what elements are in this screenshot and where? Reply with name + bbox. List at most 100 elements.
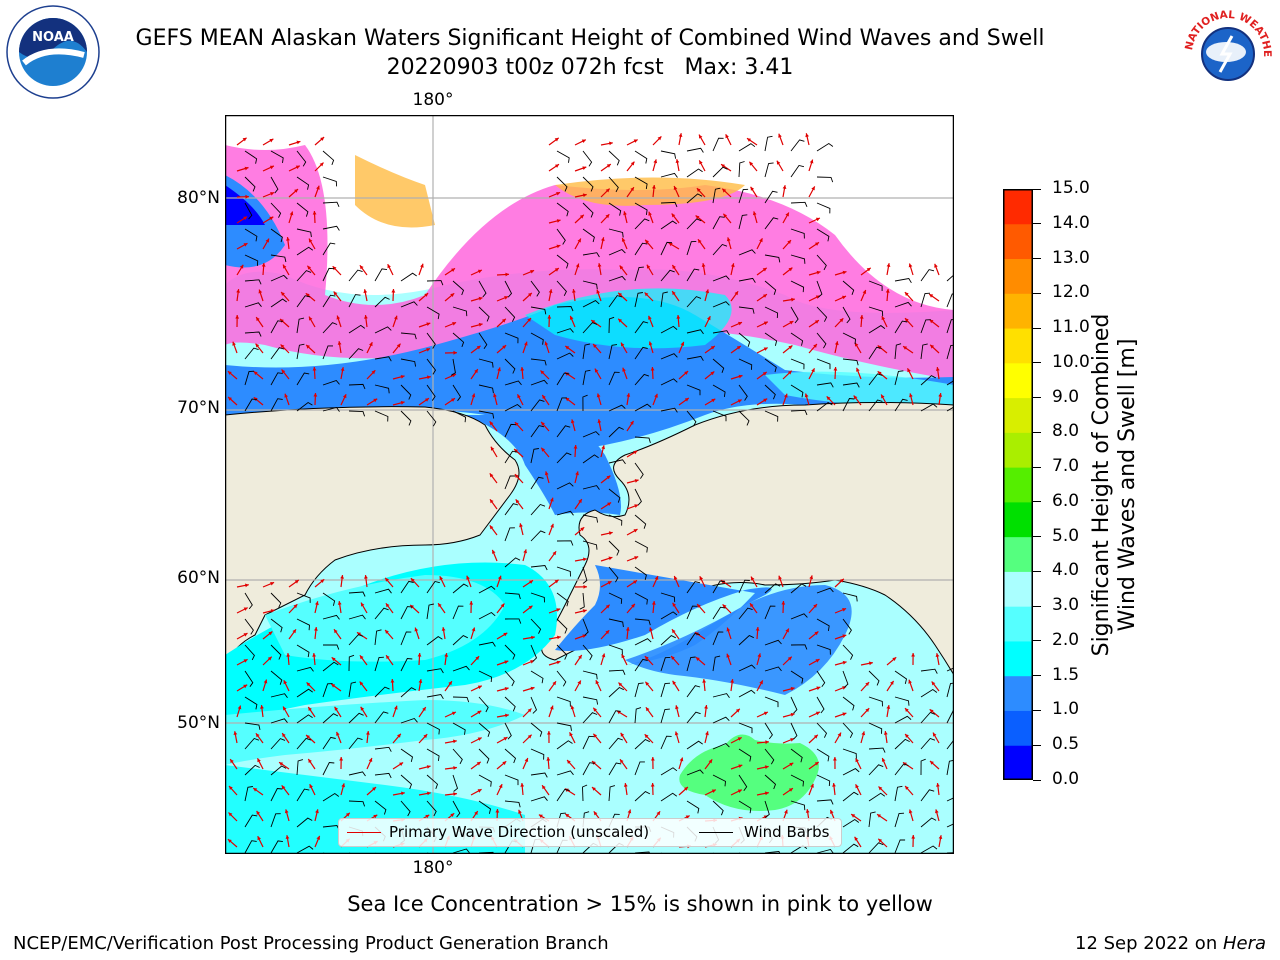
- wave-direction-arrowhead: [515, 499, 520, 504]
- wave-direction-arrowhead: [577, 680, 581, 685]
- sea-ice-edge-band: [225, 145, 954, 380]
- wind-barb: [816, 382, 834, 388]
- wave-direction-arrowhead: [530, 686, 535, 691]
- wave-direction-arrowhead: [781, 601, 786, 605]
- wave-direction-arrowhead: [648, 211, 652, 216]
- wind-barb: [608, 488, 621, 503]
- wind-barb: [660, 792, 678, 802]
- wind-barb: [348, 383, 366, 390]
- lon-label-top: 180°: [412, 90, 454, 110]
- wind-barb: [322, 225, 340, 231]
- wave-direction-arrowhead: [736, 346, 741, 350]
- wave-direction-arrowhead: [284, 809, 289, 814]
- wave-direction-arrowhead: [911, 835, 916, 839]
- wave-direction-arrowhead: [618, 318, 623, 323]
- wave-direction-arrowhead: [680, 341, 685, 346]
- wind-barb: [348, 681, 357, 698]
- wind-barb: [556, 254, 569, 269]
- wave-direction-arrowhead: [750, 603, 754, 608]
- wave-direction-arrowhead: [504, 660, 509, 664]
- wind-barb: [322, 792, 340, 802]
- colorbar-tick-label: 4.0: [1052, 560, 1080, 581]
- wind-barb: [764, 254, 781, 263]
- wind-barb: [842, 398, 855, 412]
- wind-barb: [582, 176, 594, 192]
- wind-barb: [712, 716, 730, 724]
- wind-barb: [530, 618, 542, 634]
- wind-barb: [660, 353, 678, 360]
- wind-barb: [400, 606, 413, 620]
- wind-barb: [296, 788, 310, 802]
- wind-barb: [634, 618, 651, 626]
- wave-direction-arrowhead: [726, 237, 731, 242]
- wave-direction-arrowhead: [243, 684, 248, 689]
- wave-direction-arrowhead: [424, 293, 429, 297]
- wind-barb: [400, 717, 418, 724]
- noaa-logo-text: NOAA: [32, 30, 74, 45]
- wave-direction-arrowhead: [289, 211, 294, 216]
- wave-direction-arrowhead: [476, 345, 481, 350]
- wave-direction-arrowhead: [668, 242, 673, 247]
- wave-direction-arrowhead: [316, 185, 320, 190]
- wind-barb: [374, 356, 392, 362]
- colorbar-tick-label: 9.0: [1052, 386, 1080, 407]
- wind-barb: [374, 711, 389, 724]
- wind-barb: [738, 748, 752, 762]
- wave-direction-arrowhead: [544, 341, 549, 346]
- wave-direction-arrowhead: [621, 654, 625, 659]
- wind-barb: [582, 252, 600, 258]
- wind-barb: [244, 176, 256, 192]
- wind-barbs-legend-label: Wind Barbs: [744, 823, 830, 841]
- wind-barb: [712, 655, 721, 672]
- wave-direction-arrowhead: [725, 134, 729, 139]
- wind-barb: [504, 748, 517, 764]
- wave-direction-arrowhead: [581, 139, 586, 143]
- wave-direction-arrowhead: [552, 551, 557, 556]
- wind-barb: [738, 579, 750, 594]
- wind-barb: [556, 770, 574, 776]
- wind-barb: [920, 817, 937, 828]
- wind-barb: [816, 848, 834, 854]
- wave-direction-arrowhead: [605, 604, 610, 609]
- wind-barb: [608, 176, 619, 193]
- wave-direction-arrowhead: [654, 393, 658, 398]
- wave-direction-arrowhead: [438, 603, 442, 608]
- wave-direction-arrowhead: [292, 629, 296, 634]
- wave-direction-arrowhead: [337, 341, 342, 345]
- wind-barb: [816, 280, 823, 298]
- wind-barb: [322, 661, 339, 672]
- wind-barb: [270, 813, 281, 828]
- wind-barb: [270, 228, 283, 243]
- colorbar-tick-label: 2.0: [1052, 629, 1080, 650]
- wind-barb: [634, 242, 648, 256]
- wave-direction-arrowhead: [722, 188, 727, 193]
- wave-direction-arrowhead: [283, 264, 287, 269]
- wind-barb: [582, 300, 600, 308]
- wave-direction-arrowhead: [315, 809, 319, 814]
- wave-direction-arrowhead: [293, 604, 298, 609]
- wave-direction-arrowhead: [634, 504, 639, 508]
- wave-direction-arrowhead: [237, 705, 242, 710]
- wind-barb: [634, 638, 652, 646]
- wave-direction-arrowhead: [837, 732, 841, 737]
- wind-barb: [322, 294, 336, 308]
- wave-direction-arrowhead: [332, 266, 337, 271]
- wave-direction-arrowhead: [605, 630, 610, 635]
- wave-direction-arrowhead: [814, 762, 819, 766]
- wave-direction-arrowhead: [697, 604, 701, 608]
- wind-barb: [504, 280, 513, 298]
- wave-direction-arrowhead: [778, 575, 782, 580]
- wave-direction-arrowhead: [737, 789, 742, 793]
- wind-barb: [608, 426, 624, 438]
- wind-barb: [296, 150, 307, 167]
- wave-direction-arrowhead: [671, 656, 675, 660]
- wave-direction-legend-line: [347, 832, 381, 833]
- wave-direction-arrowhead: [784, 809, 788, 814]
- wind-barb: [816, 799, 834, 805]
- wind-barb: [530, 448, 539, 464]
- wind-barb: [244, 814, 258, 828]
- wind-barb: [764, 696, 779, 708]
- wave-direction-arrowhead: [644, 734, 649, 739]
- wind-barb: [764, 358, 777, 373]
- wind-barb: [348, 294, 361, 308]
